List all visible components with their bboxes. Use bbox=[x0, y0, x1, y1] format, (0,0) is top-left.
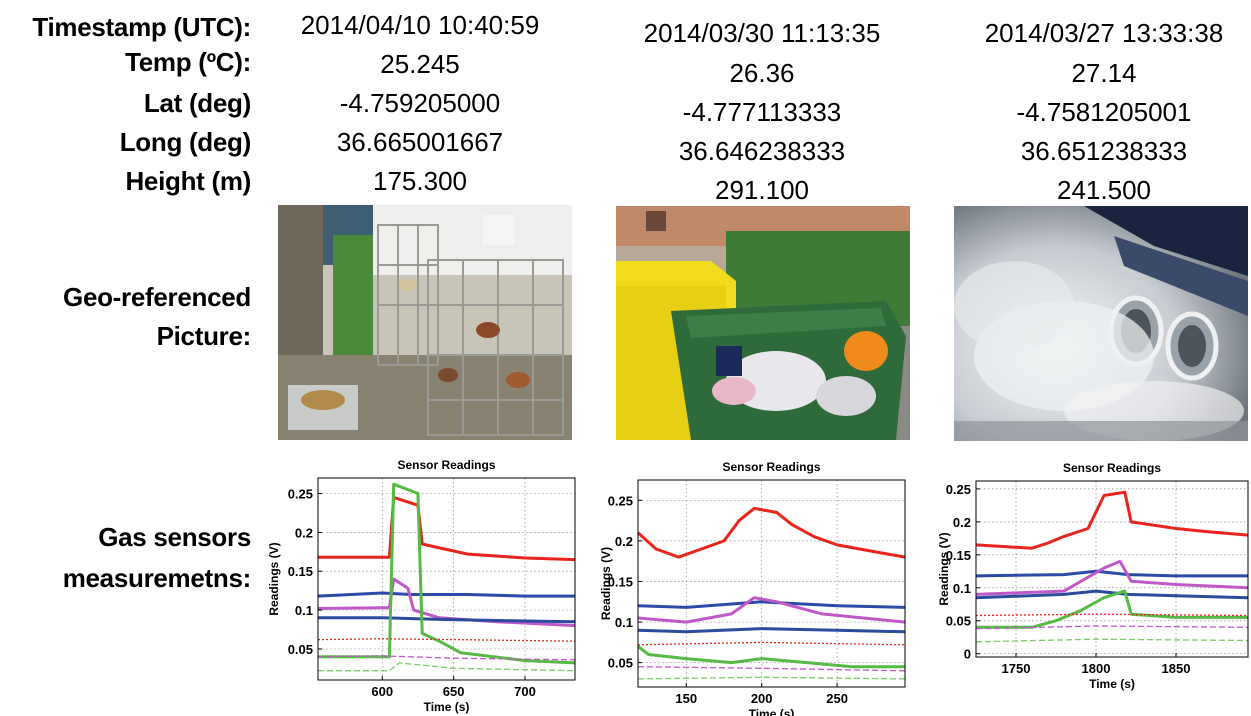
plot-area bbox=[976, 481, 1248, 657]
y-tick-label: 0 bbox=[964, 647, 971, 662]
y-tick-label: 0.1 bbox=[953, 581, 971, 596]
x-tick-label: 600 bbox=[371, 684, 393, 699]
x-tick-label: 650 bbox=[443, 684, 465, 699]
y-tick-label: 0.2 bbox=[615, 534, 633, 549]
label-height: Height (m) bbox=[125, 166, 251, 196]
x-tick-label: 1850 bbox=[1162, 661, 1191, 676]
series-line-2 bbox=[637, 600, 906, 609]
sample1-height: 175.300 bbox=[373, 166, 467, 196]
y-tick-label: 0.2 bbox=[295, 525, 313, 540]
sensor-chart-3-svg: Sensor Readings 1750 1800 1850 0 0.05 0.1 0.15 0… bbox=[937, 461, 1249, 691]
x-axis-label: Time (s) bbox=[1089, 677, 1135, 691]
y-tick-label: 0.25 bbox=[288, 487, 313, 502]
series-line-4 bbox=[637, 627, 906, 634]
sample1-long: 36.665001667 bbox=[336, 127, 504, 157]
plot-area bbox=[318, 478, 575, 680]
sample2-timestamp: 2014/03/30 11:13:35 bbox=[643, 18, 881, 48]
y-tick-label: 0.15 bbox=[946, 548, 971, 563]
series-line-7 bbox=[317, 655, 576, 661]
series-line-7 bbox=[637, 666, 906, 672]
series-line-6 bbox=[637, 641, 906, 646]
y-tick-label: 0.05 bbox=[608, 656, 633, 671]
plot-frame bbox=[317, 477, 576, 681]
y-tick-label: 0.1 bbox=[295, 603, 313, 618]
y-tick-label: 0.2 bbox=[953, 515, 971, 530]
sensor-chart-2-svg: Sensor Readings 150 200 250 0.05 0.1 0.15 0.2 0.… bbox=[599, 460, 906, 716]
sample2-height: 291.100 bbox=[715, 175, 809, 205]
series-line-3 bbox=[637, 596, 906, 624]
label-lat: Lat (deg) bbox=[143, 88, 251, 118]
series-line-1 bbox=[975, 490, 1249, 550]
y-tick-label: 0.25 bbox=[608, 493, 633, 508]
sample1-temp: 25.245 bbox=[380, 49, 460, 79]
series-line-8 bbox=[318, 662, 576, 672]
chart-title: Sensor Readings bbox=[1063, 461, 1161, 475]
sample1-timestamp: 2014/04/10 10:40:59 bbox=[300, 10, 540, 40]
y-axis-label: Readings (V) bbox=[937, 532, 951, 605]
label-timestamp: Timestamp (UTC): bbox=[32, 12, 251, 42]
x-tick-label: 250 bbox=[826, 691, 848, 706]
series-line-8 bbox=[637, 676, 906, 680]
y-tick-label: 0.15 bbox=[608, 574, 633, 589]
series-line-5 bbox=[976, 589, 1248, 629]
series-line-4 bbox=[318, 616, 576, 624]
x-axis-label: Time (s) bbox=[749, 707, 795, 716]
sample3-height: 241.500 bbox=[1057, 175, 1151, 205]
exhaust-smoke-photo bbox=[954, 206, 1248, 441]
x-tick-label: 200 bbox=[751, 691, 773, 706]
label-gas-line2: measuremetns: bbox=[62, 563, 252, 593]
garbage-containers-photo bbox=[616, 206, 910, 440]
label-gas-line1: Gas sensors bbox=[98, 522, 251, 552]
sensor-chart-1-svg: Sensor Readings 600 650 700 0.05 0.1 0.15 0.2 0.… bbox=[267, 458, 576, 714]
label-picture-line2: Picture: bbox=[156, 321, 252, 351]
sample2-long: 36.646238333 bbox=[678, 136, 846, 166]
x-tick-label: 700 bbox=[514, 684, 536, 699]
y-axis-label: Readings (V) bbox=[267, 542, 281, 615]
label-picture-line1: Geo-referenced bbox=[63, 282, 251, 312]
series-line-5 bbox=[318, 482, 576, 665]
sample3-temp: 27.14 bbox=[1071, 58, 1137, 88]
series-line-5 bbox=[637, 645, 905, 669]
series-line-4 bbox=[975, 589, 1249, 600]
sample3-lat: -4.7581205001 bbox=[1016, 97, 1192, 127]
y-tick-label: 0.05 bbox=[946, 614, 971, 629]
series-line-8 bbox=[975, 638, 1249, 643]
y-tick-label: 0.15 bbox=[288, 564, 313, 579]
sensor-chart-3: Sensor Readings 1750 1800 1850 0 0.05 0.1 0.15 0… bbox=[937, 457, 1251, 691]
x-tick-label: 1800 bbox=[1082, 661, 1111, 676]
chart-title: Sensor Readings bbox=[397, 458, 495, 472]
sample2-temp: 26.36 bbox=[729, 58, 795, 88]
market-cages-photo bbox=[278, 205, 572, 440]
series-line-1 bbox=[318, 495, 576, 562]
sample2-lat: -4.777113333 bbox=[682, 97, 842, 127]
chart-title: Sensor Readings bbox=[722, 460, 820, 474]
y-tick-label: 0.05 bbox=[288, 642, 313, 657]
x-tick-label: 1750 bbox=[1002, 661, 1031, 676]
series-line-2 bbox=[317, 591, 575, 598]
sensor-chart-1: Sensor Readings 600 650 700 0.05 0.1 0.15 0.2 0.… bbox=[260, 456, 580, 716]
y-axis-label: Readings (V) bbox=[599, 547, 613, 620]
series-line-3 bbox=[975, 559, 1249, 596]
series-line-1 bbox=[636, 506, 906, 559]
sensor-chart-2: Sensor Readings 150 200 250 0.05 0.1 0.15 0.2 0.… bbox=[599, 457, 920, 716]
y-tick-label: 0.1 bbox=[615, 615, 633, 630]
x-axis-label: Time (s) bbox=[424, 700, 470, 714]
y-tick-label: 0.25 bbox=[946, 482, 971, 497]
sample3-long: 36.651238333 bbox=[1020, 136, 1188, 166]
x-tick-label: 150 bbox=[675, 691, 697, 706]
series-line-2 bbox=[975, 569, 1248, 578]
sample3-timestamp: 2014/03/27 13:33:38 bbox=[984, 18, 1224, 48]
label-temp: Temp (ºC): bbox=[125, 47, 251, 77]
plot-frame bbox=[975, 480, 1249, 658]
series-line-7 bbox=[975, 625, 1249, 630]
label-long: Long (deg) bbox=[119, 127, 252, 157]
series-line-6 bbox=[975, 613, 1249, 617]
series-line-6 bbox=[317, 638, 576, 642]
sample1-lat: -4.759205000 bbox=[339, 88, 501, 118]
plot-area bbox=[638, 480, 905, 687]
plot-frame bbox=[637, 479, 906, 688]
